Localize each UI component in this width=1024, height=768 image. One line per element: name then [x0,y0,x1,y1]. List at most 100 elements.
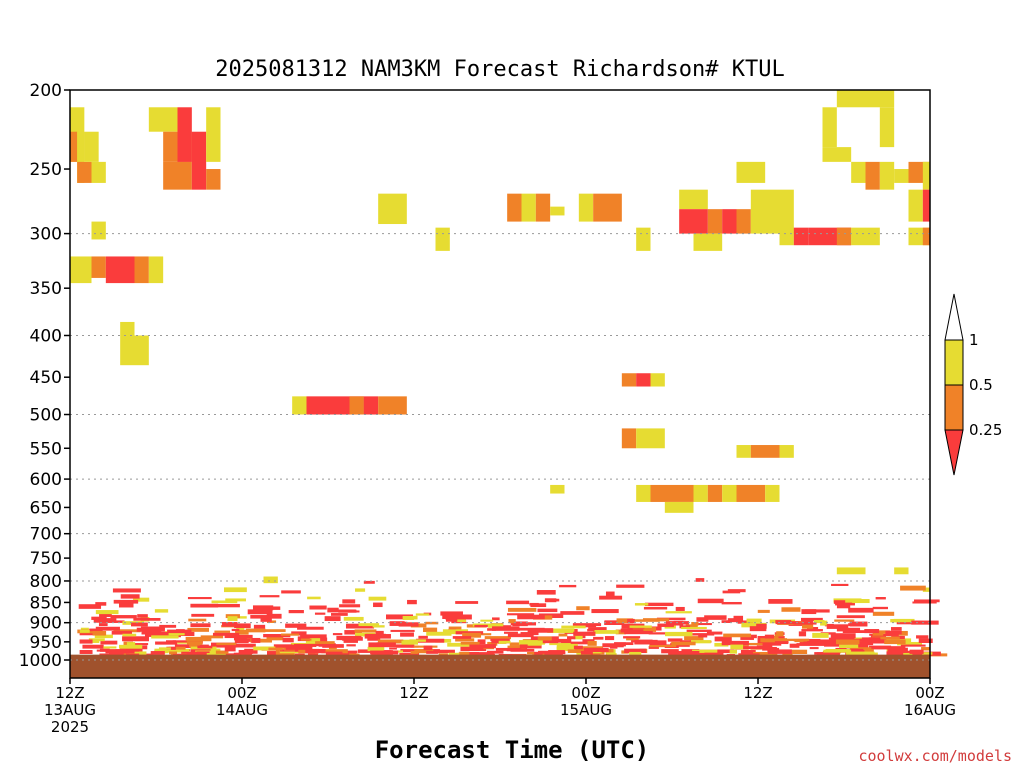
ri-cell [263,576,278,584]
ri-cell [736,445,751,458]
ri-cell [836,90,866,108]
ri-cell [342,599,356,604]
ri-cell [746,618,762,623]
ri-cell [488,623,504,628]
ri-cell [259,595,280,598]
ri-cell [556,646,578,652]
ri-cell [707,209,723,234]
ri-cell [677,650,700,654]
ri-cell [722,484,737,502]
ri-cell [139,651,147,655]
ri-cell [916,635,929,639]
ri-cell [721,620,731,623]
ri-cell [750,445,780,458]
ri-cell [231,628,240,632]
y-tick-label: 300 [30,225,62,245]
ri-cell [389,621,405,626]
ri-cell [245,628,266,633]
ri-cell [292,396,307,415]
ri-cell [305,648,326,654]
ri-cell [188,618,207,622]
ri-cell [561,625,586,629]
ri-cell [105,649,130,654]
ri-cell [535,193,551,222]
ri-cell [865,161,880,190]
ri-cell [833,600,846,604]
ri-cell [691,622,699,626]
ri-cell [621,428,637,449]
ri-cell [842,630,870,634]
ri-cell [864,648,874,654]
ri-cell [119,644,143,649]
ri-cell [492,617,500,621]
ri-cell [679,640,692,643]
ri-cell [410,650,419,654]
ri-cell [339,604,361,608]
ri-cell [627,629,644,633]
ri-cell [851,648,864,654]
ri-cell [426,650,439,654]
ri-cell [168,646,186,650]
ri-cell [365,633,386,638]
ri-cell [817,652,840,656]
ri-cell [587,640,597,646]
ri-cell [129,647,143,652]
ri-cell [172,640,197,643]
y-tick-label: 350 [30,279,62,299]
ri-cell [227,616,238,622]
ri-cell [122,636,149,642]
ri-cell [846,651,875,657]
ri-cell [95,626,120,631]
ri-cell [765,484,780,502]
ri-cell [737,620,754,624]
ri-cell [395,615,407,619]
ri-cell [698,633,708,638]
ri-cell [78,604,102,609]
ri-cell [890,627,902,631]
ri-cell [679,189,708,210]
ri-cell [363,580,375,584]
ri-cell [853,641,874,646]
legend-arrow-bottom [944,429,964,476]
ri-cell [103,646,117,649]
ri-cell [675,606,685,611]
ri-cell [830,633,856,639]
ri-cell [714,642,729,647]
ri-cell [266,636,284,641]
ri-cell [346,623,369,628]
ri-cell [266,613,282,619]
x-tick-label: 14AUG [216,701,268,719]
ri-cell [336,635,362,641]
ri-cell [357,649,382,653]
ri-cell [332,633,343,636]
legend-bin [944,339,964,386]
ri-cell [113,599,139,604]
ri-cell [736,161,766,183]
ri-cell [634,639,658,645]
y-tick-label: 800 [30,572,62,592]
ri-cell [519,647,528,651]
y-tick-label: 500 [30,406,62,426]
ri-cell [848,607,874,613]
ri-cell [804,609,830,613]
ri-cell [314,612,326,615]
ri-cell [793,622,817,625]
ri-cell [592,630,619,634]
ri-cell [753,651,778,657]
ri-cell [132,643,149,646]
ri-cell [151,635,179,639]
ri-cell [544,651,558,655]
ri-cell [260,616,272,622]
ri-cell [288,610,304,614]
ri-cell [742,646,768,650]
ri-cell [506,613,535,616]
ri-cell [621,373,637,387]
ri-cell [321,649,348,654]
ri-cell [667,638,683,642]
ri-cell [517,627,545,631]
ri-cell [344,630,362,635]
ri-cell [225,598,246,602]
ri-cell [136,627,165,632]
ri-cell [377,639,404,644]
ri-cell [736,209,751,234]
